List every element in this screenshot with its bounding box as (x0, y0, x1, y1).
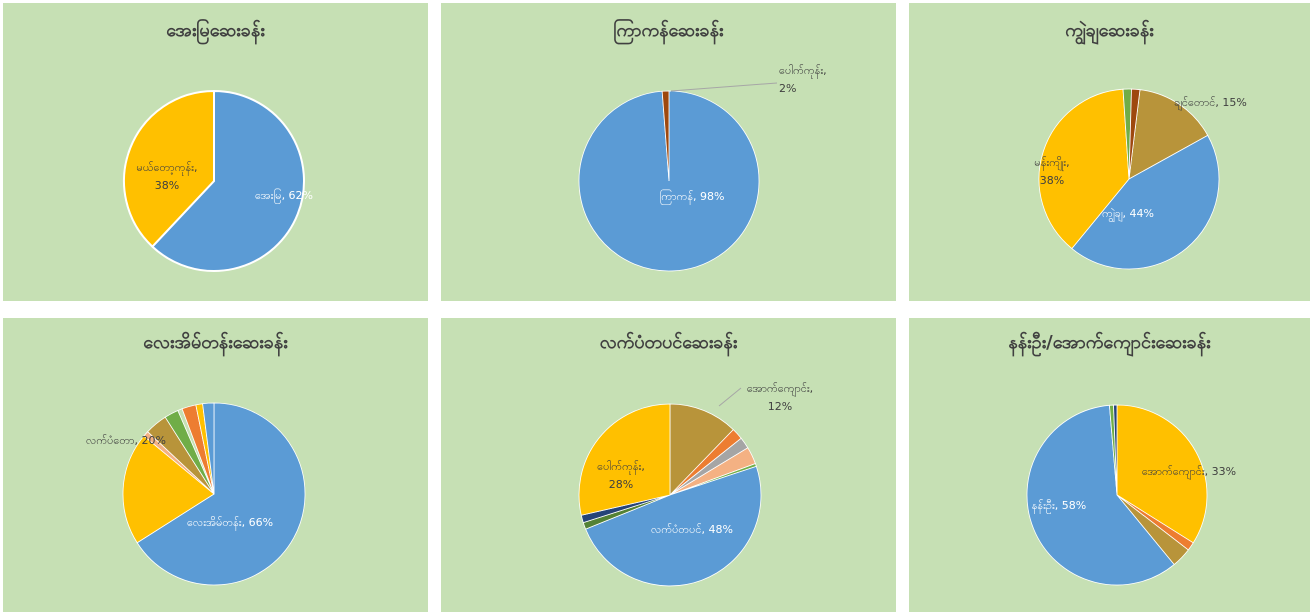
pie-slice-5 (585, 465, 762, 587)
pie-slice-0 (136, 402, 306, 586)
chart-title: နန်းဦး/အောက်ကျောင်းဆေးခန်း (1008, 331, 1211, 357)
data-label: အောက်ကျောင်း, 12% (747, 382, 813, 413)
data-label: လက်ပံတပင်, 48% (651, 523, 733, 536)
data-label: ကြာကန်, 98% (659, 189, 724, 205)
chart-title: ကြာကန်ဆေးခန်း (613, 18, 723, 45)
data-label: ပေါက်ကုန်း, 28% (597, 460, 645, 491)
chart-panel-1: အေးမြဆေးခန်းအေးမြ, 62% မယ်တော့ကုန်း, 38% (3, 3, 428, 301)
pie-slice-0 (1128, 89, 1209, 180)
pie-slice-0 (669, 403, 734, 496)
data-label: လေးအိမ်တန်း, 66% (187, 516, 273, 531)
pie-slice-1 (122, 435, 215, 544)
leader-line (718, 387, 742, 407)
leader-line (670, 82, 778, 92)
pie-slice-8 (578, 403, 671, 516)
chart-panel-5: လက်ပံတပင်ဆေးခန်းအောက်ကျောင်း, 12% လက်ပံတပင… (441, 318, 896, 612)
chart-title: လက်ပံတပင်ဆေးခန်း (600, 331, 738, 357)
chart-title: အေးမြဆေးခန်း (166, 18, 265, 45)
pie-slice (1113, 404, 1118, 496)
data-label: လက်ပံတော, 20% (86, 434, 166, 447)
data-label: အေးမြ, 62% (255, 188, 313, 204)
pie-slice-0 (150, 89, 305, 272)
chart-panel-6: နန်းဦး/အောက်ကျောင်းဆေးခန်းအောက်ကျောင်း, … (909, 318, 1310, 612)
chart-panel-4: လေးအိမ်တန်းဆေးခန်းလေးအိမ်တန်း, 66% လက်ပံတ… (3, 318, 428, 612)
pie-slice-1 (661, 90, 670, 182)
pie-slice (1128, 88, 1141, 180)
chart-panel-2: ကြာကန်ဆေးခန်းကြာကန်, 98% ပေါက်ကုန်း, 2% (441, 3, 896, 301)
data-label: ချင်တောင်, 15% (1174, 96, 1247, 111)
pie-chart-3: ကျွဲချဆေးခန်းချင်တောင်, 15% ကျွဲချ, 44% မန… (1034, 19, 1247, 270)
data-label: မယ်တော့ကုန်း, 38% (137, 161, 198, 192)
data-label: ပေါက်ကုန်း, 2% (779, 64, 827, 95)
pie-chart-1: အေးမြဆေးခန်းအေးမြ, 62% မယ်တော့ကုန်း, 38% (123, 18, 313, 272)
chart-panel-3: ကျွဲချဆေးခန်းချင်တောင်, 15% ကျွဲချ, 44% မန… (909, 3, 1310, 301)
chart-title: လေးအိမ်တန်းဆေးခန်း (143, 331, 288, 357)
pie-slice-2 (1038, 88, 1130, 250)
chart-title: ကျွဲချဆေးခန်း (1065, 19, 1154, 45)
pie-chart-5: လက်ပံတပင်ဆေးခန်းအောက်ကျောင်း, 12% လက်ပံတပင… (578, 331, 813, 587)
pie-slice-1 (1071, 134, 1220, 270)
pie-slice-0 (1116, 404, 1208, 544)
pie-slice (202, 402, 215, 495)
pie-slice-3 (1026, 404, 1175, 586)
pie-chart-6: နန်းဦး/အောက်ကျောင်းဆေးခန်းအောက်ကျောင်း, … (1008, 331, 1236, 586)
pie-chart-4: လေးအိမ်တန်းဆေးခန်းလေးအိမ်တန်း, 66% လက်ပံတ… (86, 331, 306, 586)
pie-slice-1 (123, 89, 215, 249)
data-label: ကျွဲချ, 44% (1102, 207, 1154, 223)
data-label: အောက်ကျောင်း, 33% (1142, 465, 1236, 480)
data-label: မန်းကျိုး, 38% (1034, 156, 1069, 187)
data-label: နန်းဦး, 58% (1032, 499, 1087, 514)
pie-chart-2: ကြာကန်ဆေးခန်းကြာကန်, 98% ပေါက်ကုန်း, 2% (578, 18, 827, 272)
